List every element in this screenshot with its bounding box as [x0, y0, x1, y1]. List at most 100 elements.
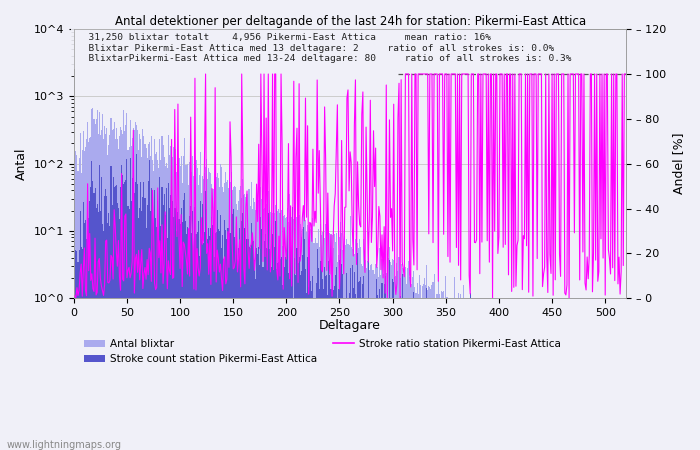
- Bar: [598, 345, 599, 450]
- Bar: [219, 230, 220, 450]
- Bar: [393, 282, 394, 450]
- Bar: [492, 317, 493, 450]
- Bar: [237, 263, 238, 450]
- Bar: [214, 256, 215, 450]
- Bar: [513, 332, 514, 450]
- Bar: [238, 202, 239, 450]
- Bar: [321, 261, 322, 450]
- Bar: [353, 249, 354, 450]
- Bar: [296, 217, 297, 450]
- Bar: [451, 315, 452, 450]
- Bar: [90, 137, 91, 450]
- Bar: [158, 241, 160, 450]
- Bar: [270, 261, 271, 450]
- Bar: [560, 335, 561, 450]
- Bar: [357, 243, 358, 450]
- Bar: [295, 220, 296, 450]
- Bar: [201, 194, 202, 450]
- Bar: [277, 211, 279, 450]
- Bar: [503, 298, 504, 450]
- Bar: [427, 290, 428, 450]
- Bar: [476, 329, 477, 450]
- Bar: [320, 261, 321, 450]
- Bar: [402, 320, 404, 450]
- Bar: [596, 360, 597, 450]
- Bar: [579, 298, 580, 450]
- Bar: [187, 227, 188, 450]
- Bar: [521, 298, 522, 450]
- Bar: [574, 345, 575, 450]
- Bar: [88, 218, 89, 450]
- Bar: [536, 298, 537, 450]
- Bar: [80, 247, 82, 450]
- Bar: [488, 333, 489, 450]
- Bar: [322, 279, 323, 450]
- Bar: [449, 298, 451, 450]
- Bar: [444, 298, 445, 450]
- Bar: [408, 261, 409, 450]
- Bar: [486, 363, 488, 450]
- Bar: [455, 370, 456, 450]
- Bar: [84, 223, 85, 450]
- Bar: [127, 207, 129, 450]
- Bar: [378, 310, 379, 450]
- Bar: [305, 269, 306, 450]
- Bar: [517, 298, 519, 450]
- Bar: [96, 119, 97, 450]
- Bar: [502, 324, 503, 450]
- Bar: [230, 171, 232, 450]
- Bar: [314, 309, 316, 450]
- Bar: [460, 352, 461, 450]
- Bar: [181, 156, 182, 450]
- Bar: [347, 306, 349, 450]
- Bar: [107, 155, 108, 450]
- Bar: [189, 162, 190, 450]
- Bar: [354, 272, 355, 450]
- Bar: [393, 260, 394, 450]
- Bar: [380, 275, 382, 450]
- Bar: [175, 208, 176, 450]
- Bar: [74, 297, 76, 450]
- Bar: [363, 238, 365, 450]
- Bar: [497, 328, 498, 450]
- Bar: [490, 331, 491, 450]
- Bar: [276, 269, 277, 450]
- Bar: [162, 145, 164, 450]
- Bar: [370, 265, 371, 450]
- Bar: [368, 242, 369, 450]
- Bar: [496, 298, 497, 450]
- Bar: [74, 176, 76, 450]
- Bar: [391, 303, 392, 450]
- Bar: [281, 285, 283, 450]
- Bar: [302, 230, 303, 450]
- Bar: [270, 212, 271, 450]
- Bar: [295, 275, 296, 450]
- Bar: [535, 300, 536, 450]
- Bar: [552, 298, 554, 450]
- Bar: [125, 180, 127, 450]
- Bar: [376, 279, 377, 450]
- Bar: [153, 224, 154, 450]
- Bar: [105, 134, 106, 450]
- Bar: [389, 260, 390, 450]
- Bar: [521, 324, 522, 450]
- Bar: [466, 350, 468, 450]
- Bar: [539, 298, 540, 450]
- Bar: [240, 186, 241, 450]
- Bar: [529, 339, 531, 450]
- Bar: [424, 314, 425, 450]
- Bar: [529, 298, 531, 450]
- Bar: [438, 280, 439, 450]
- Bar: [414, 315, 416, 450]
- Bar: [109, 135, 111, 450]
- Bar: [475, 298, 476, 450]
- Bar: [360, 277, 361, 450]
- Bar: [197, 220, 199, 450]
- Bar: [560, 298, 561, 450]
- Bar: [217, 210, 218, 450]
- Bar: [369, 270, 370, 450]
- Bar: [273, 270, 274, 450]
- Bar: [265, 204, 267, 450]
- Bar: [130, 120, 131, 450]
- Bar: [545, 298, 546, 450]
